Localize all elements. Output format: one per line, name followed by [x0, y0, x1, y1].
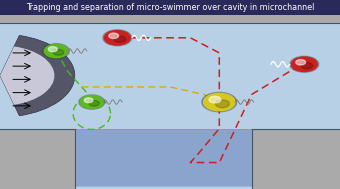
Bar	[75, 168, 252, 187]
Bar	[75, 163, 252, 187]
Bar	[75, 177, 252, 187]
Bar	[75, 154, 252, 187]
Bar	[75, 160, 252, 187]
Circle shape	[291, 57, 317, 71]
Circle shape	[84, 98, 93, 103]
Bar	[75, 187, 252, 189]
Circle shape	[290, 56, 319, 72]
Bar	[0, 129, 75, 189]
Bar	[75, 144, 252, 186]
Wedge shape	[0, 46, 54, 105]
Bar	[0, 23, 340, 129]
Circle shape	[204, 93, 235, 111]
Bar	[75, 166, 252, 187]
Bar	[75, 156, 252, 187]
Bar	[75, 138, 252, 186]
Bar	[75, 148, 252, 187]
Bar	[75, 147, 252, 186]
Circle shape	[43, 44, 69, 58]
Bar	[75, 157, 252, 187]
Circle shape	[104, 31, 130, 45]
Bar	[75, 165, 252, 187]
Circle shape	[44, 44, 68, 58]
Circle shape	[89, 101, 99, 106]
Bar	[75, 142, 252, 186]
Circle shape	[202, 92, 237, 112]
Bar	[75, 136, 252, 186]
Bar	[75, 174, 252, 187]
Bar	[75, 181, 252, 187]
Bar	[75, 183, 252, 187]
Bar	[0, 0, 340, 23]
Bar	[75, 130, 252, 186]
Circle shape	[79, 95, 105, 109]
Circle shape	[103, 30, 132, 46]
Bar	[75, 180, 252, 187]
Bar	[75, 159, 252, 187]
Bar	[0, 0, 340, 15]
Circle shape	[216, 100, 230, 108]
Bar	[75, 162, 252, 187]
Circle shape	[209, 96, 221, 103]
Bar	[75, 172, 252, 187]
Bar	[75, 135, 252, 186]
Bar	[75, 153, 252, 187]
Bar	[75, 139, 252, 186]
Bar	[75, 184, 252, 187]
Circle shape	[114, 36, 126, 43]
Circle shape	[48, 47, 57, 52]
Circle shape	[109, 33, 119, 39]
Bar	[75, 132, 252, 186]
Circle shape	[301, 62, 313, 69]
Bar	[75, 133, 252, 186]
Bar	[75, 186, 252, 187]
Circle shape	[80, 96, 103, 108]
Wedge shape	[0, 35, 75, 116]
Bar	[75, 150, 252, 187]
Bar	[75, 178, 252, 187]
Bar	[75, 145, 252, 186]
Bar	[75, 175, 252, 187]
Bar	[75, 141, 252, 186]
Text: Trapping and separation of micro-swimmer over cavity in microchannel: Trapping and separation of micro-swimmer…	[26, 3, 314, 12]
Bar	[75, 169, 252, 187]
Circle shape	[296, 60, 306, 65]
Bar	[252, 129, 340, 189]
Bar	[75, 171, 252, 187]
Circle shape	[53, 49, 64, 55]
Bar	[75, 151, 252, 187]
